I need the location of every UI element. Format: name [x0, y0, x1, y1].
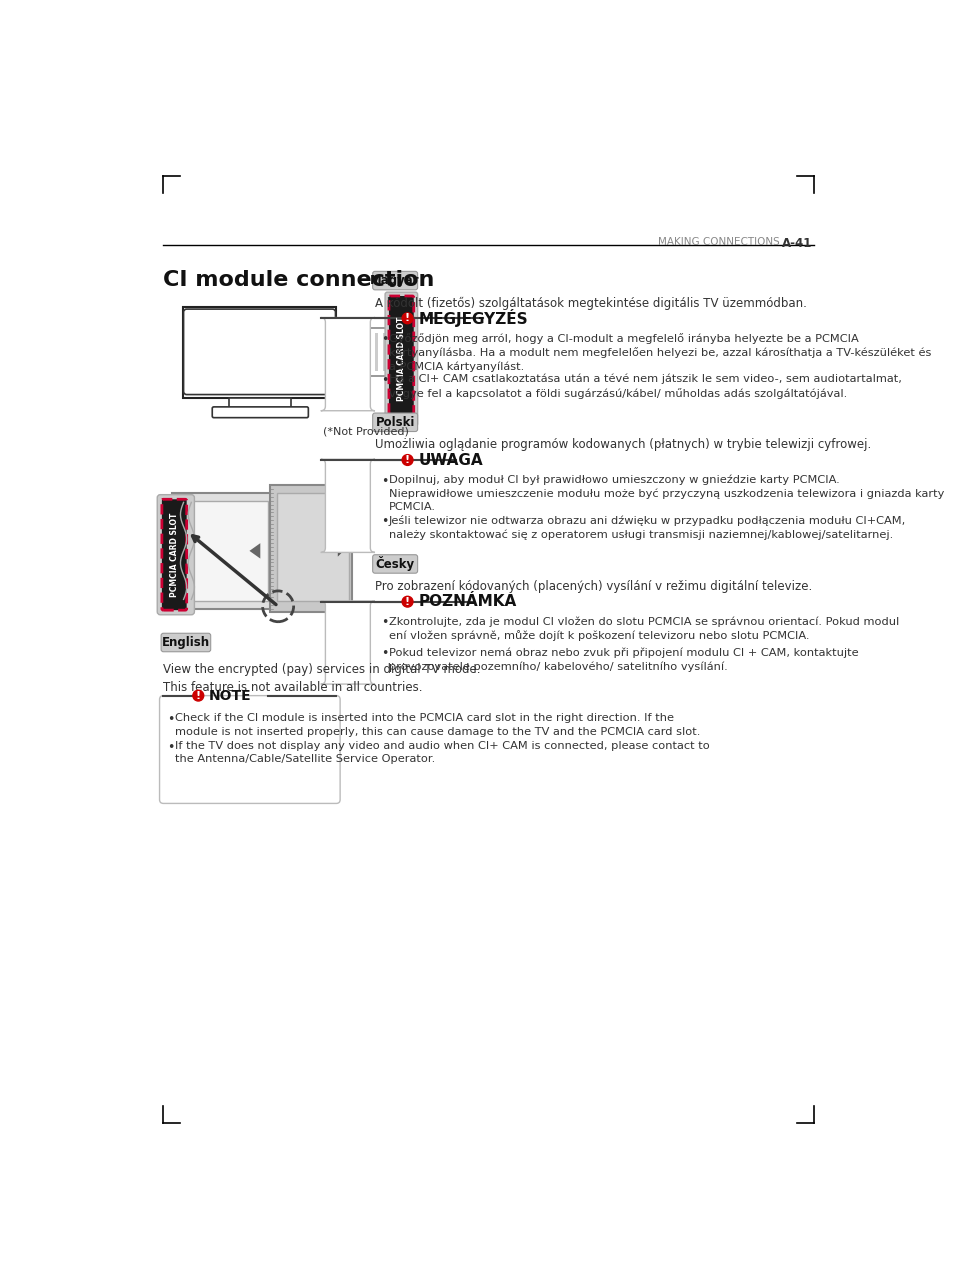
FancyBboxPatch shape [212, 406, 308, 418]
Bar [367, 333, 370, 372]
Text: Check if the CI module is inserted into the PCMCIA card slot in the right direct: Check if the CI module is inserted into … [174, 714, 700, 737]
Text: A kódolt (fizetős) szolgáltatások megtekintése digitális TV üzemmódban.: A kódolt (fizetős) szolgáltatások megtek… [375, 297, 806, 310]
Polygon shape [337, 541, 345, 557]
FancyBboxPatch shape [385, 292, 417, 426]
Text: Pro zobrazení kódovaných (placených) vysílání v režimu digitální televize.: Pro zobrazení kódovaných (placených) vys… [375, 580, 811, 593]
Text: View the encrypted (pay) services in digital TV mode.
This feature is not availa: View the encrypted (pay) services in dig… [163, 662, 480, 693]
Bar [183, 307, 335, 397]
FancyBboxPatch shape [162, 499, 187, 610]
Bar [382, 333, 385, 372]
Text: Jeśli telewizor nie odtwarza obrazu ani dźwięku w przypadku podłączenia modułu C: Jeśli telewizor nie odtwarza obrazu ani … [389, 516, 905, 540]
Text: Česky: Česky [375, 557, 415, 571]
Circle shape [402, 312, 413, 324]
FancyBboxPatch shape [373, 554, 417, 574]
Bar [229, 397, 291, 410]
FancyBboxPatch shape [389, 296, 414, 422]
Text: Dopilnuj, aby moduł CI był prawidłowo umieszczony w gnieździe karty PCMCIA.
Niep: Dopilnuj, aby moduł CI był prawidłowo um… [389, 475, 943, 512]
Text: Győződjön meg arról, hogy a CI-modult a megfelelő irányba helyezte be a PCMCIA
k: Győződjön meg arról, hogy a CI-modult a … [389, 333, 930, 373]
FancyBboxPatch shape [320, 601, 375, 684]
Text: •: • [381, 374, 388, 387]
Text: !: ! [195, 691, 201, 701]
Bar [178, 500, 268, 601]
Bar [276, 493, 348, 601]
Text: If the TV does not display any video and audio when CI+ CAM is connected, please: If the TV does not display any video and… [174, 741, 709, 764]
Bar [270, 485, 352, 612]
Text: •: • [381, 475, 388, 487]
Text: POZNÁMKA: POZNÁMKA [418, 594, 517, 610]
FancyBboxPatch shape [373, 413, 417, 432]
FancyBboxPatch shape [320, 459, 375, 553]
Text: !: ! [405, 597, 410, 607]
Text: Umożliwia oglądanie programów kodowanych (płatnych) w trybie telewizji cyfrowej.: Umożliwia oglądanie programów kodowanych… [375, 439, 870, 451]
Circle shape [402, 597, 413, 607]
Text: MEGJEGYZÉS: MEGJEGYZÉS [418, 310, 527, 328]
Circle shape [193, 691, 204, 701]
FancyBboxPatch shape [157, 495, 194, 615]
Text: (*Not Provided): (*Not Provided) [322, 427, 408, 437]
Text: MAKING CONNECTIONS: MAKING CONNECTIONS [658, 238, 779, 247]
Bar [344, 328, 389, 376]
Text: UWAGA: UWAGA [418, 453, 482, 468]
Text: A-41: A-41 [781, 238, 811, 251]
Text: English: English [162, 637, 210, 649]
Text: •: • [381, 333, 388, 346]
Text: •: • [167, 714, 174, 727]
Text: CI module connection: CI module connection [163, 270, 435, 289]
Text: •: • [381, 516, 388, 529]
Circle shape [402, 455, 413, 466]
Text: Ha a CI+ CAM csatlakoztatása után a tévé nem játszik le sem video-, sem audiotar: Ha a CI+ CAM csatlakoztatása után a tévé… [389, 374, 901, 399]
Text: PCMCIA CARD SLOT: PCMCIA CARD SLOT [170, 513, 178, 597]
FancyBboxPatch shape [183, 309, 335, 395]
Text: NOTE: NOTE [209, 688, 252, 702]
FancyBboxPatch shape [159, 696, 340, 804]
Text: !: ! [405, 455, 410, 466]
Text: •: • [381, 647, 388, 660]
Bar [375, 333, 377, 372]
Text: Polski: Polski [375, 415, 415, 428]
Text: !: ! [405, 314, 410, 323]
FancyBboxPatch shape [373, 271, 417, 289]
Bar [330, 347, 340, 364]
Text: Pokud televizor nemá obraz nebo zvuk při připojení modulu CI + CAM, kontaktujte
: Pokud televizor nemá obraz nebo zvuk při… [389, 647, 858, 671]
Polygon shape [249, 543, 260, 558]
Text: •: • [381, 616, 388, 629]
Polygon shape [344, 347, 350, 356]
FancyBboxPatch shape [161, 633, 211, 652]
Text: •: • [167, 741, 174, 754]
Text: Zkontrolujte, zda je modul CI vložen do slotu PCMCIA se správnou orientací. Poku: Zkontrolujte, zda je modul CI vložen do … [389, 616, 899, 642]
Bar [172, 493, 274, 608]
Text: Magyar: Magyar [370, 274, 419, 287]
FancyBboxPatch shape [320, 318, 375, 410]
Text: PCMCIA CARD SLOT: PCMCIA CARD SLOT [396, 316, 405, 401]
